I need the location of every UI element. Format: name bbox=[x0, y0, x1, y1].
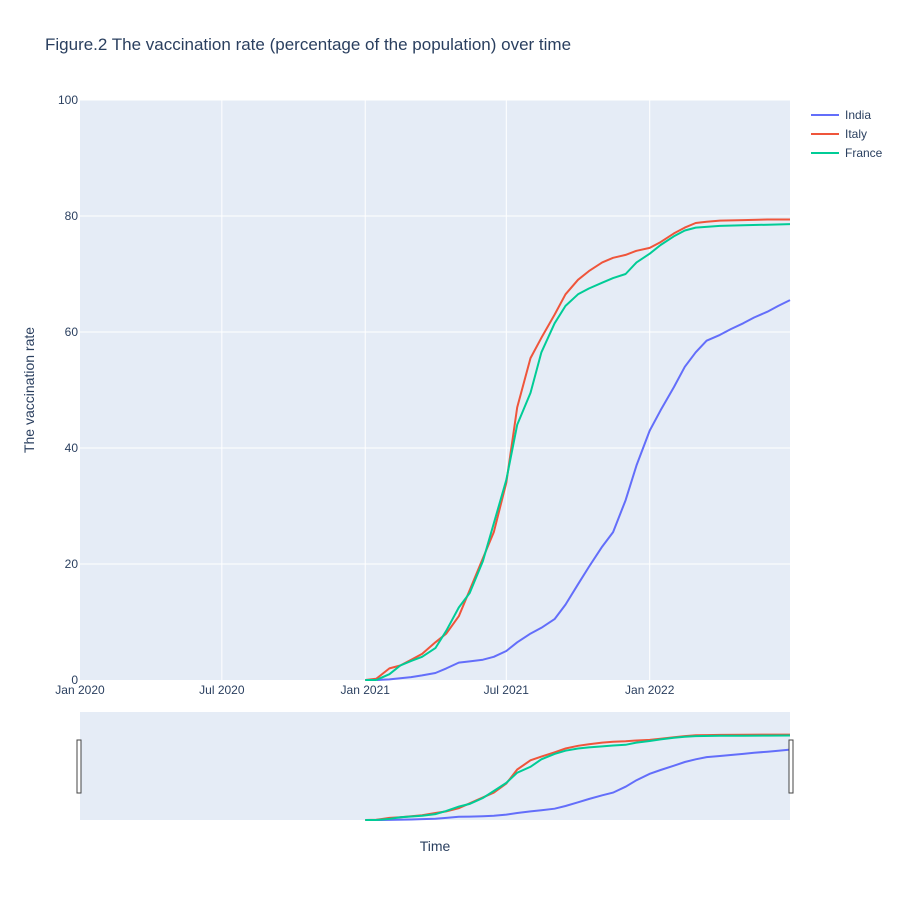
y-tick-label: 20 bbox=[65, 557, 79, 571]
y-tick-label: 80 bbox=[65, 209, 79, 223]
slider-series-line-france bbox=[365, 734, 791, 821]
legend-label: Italy bbox=[845, 127, 867, 141]
y-tick-label: 60 bbox=[65, 325, 79, 339]
legend-item-france[interactable]: France bbox=[811, 146, 883, 160]
range-slider-left-handle[interactable] bbox=[76, 739, 82, 794]
legend-label: France bbox=[845, 146, 883, 160]
main-plot-area[interactable] bbox=[80, 99, 791, 681]
main-series-lines bbox=[365, 218, 791, 681]
y-tick-label: 100 bbox=[58, 93, 78, 107]
chart-title: Figure.2 The vaccination rate (percentag… bbox=[45, 35, 571, 54]
y-tick-label: 40 bbox=[65, 441, 79, 455]
slider-series-line-india bbox=[376, 748, 791, 821]
x-tick-label: Jul 2020 bbox=[199, 683, 245, 697]
series-line-france[interactable] bbox=[365, 223, 791, 681]
y-axis-ticks: 0 20 40 60 80 100 bbox=[58, 93, 78, 687]
series-line-italy[interactable] bbox=[365, 218, 790, 681]
x-axis-label: Time bbox=[420, 838, 451, 854]
legend[interactable]: India Italy France bbox=[811, 108, 883, 160]
range-slider-series bbox=[365, 733, 791, 821]
series-line-india[interactable] bbox=[376, 299, 791, 681]
x-tick-label: Jan 2020 bbox=[55, 683, 105, 697]
legend-label: India bbox=[845, 108, 871, 122]
main-gridlines bbox=[80, 99, 790, 680]
legend-item-india[interactable]: India bbox=[811, 108, 871, 122]
y-tick-label: 0 bbox=[71, 673, 78, 687]
legend-item-italy[interactable]: Italy bbox=[811, 127, 867, 141]
x-tick-label: Jan 2021 bbox=[341, 683, 391, 697]
x-tick-label: Jul 2021 bbox=[484, 683, 530, 697]
y-axis-label: The vaccination rate bbox=[21, 327, 37, 453]
range-slider-right-handle[interactable] bbox=[788, 739, 794, 794]
range-slider-background bbox=[80, 712, 790, 820]
x-tick-label: Jan 2022 bbox=[625, 683, 675, 697]
x-axis-ticks: Jan 2020 Jul 2020 Jan 2021 Jul 2021 Jan 2022 bbox=[55, 683, 674, 697]
main-plot-background bbox=[80, 100, 790, 680]
range-slider[interactable] bbox=[76, 712, 794, 821]
